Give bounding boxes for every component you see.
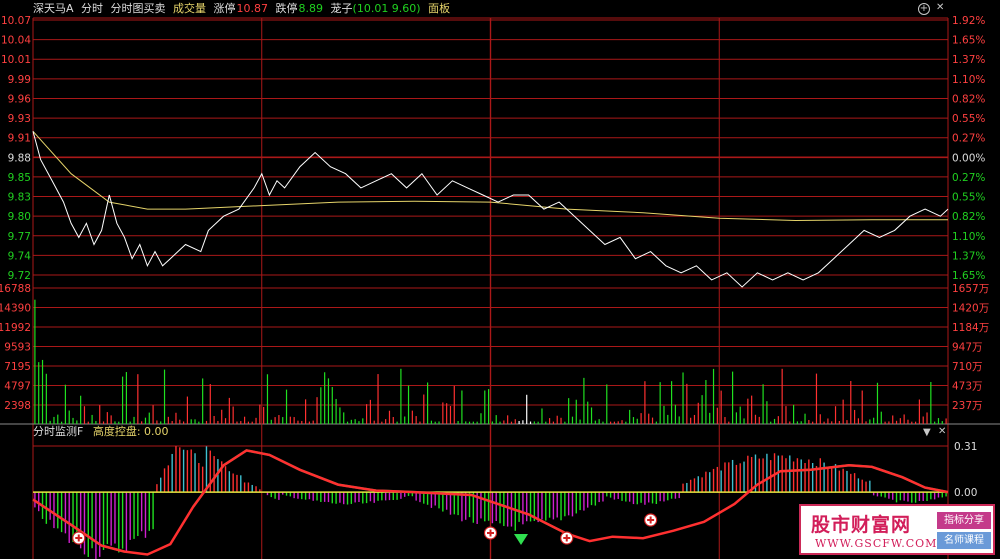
percent-tick-label: 1.65% — [952, 35, 985, 47]
indicator-tick-label: 0.00 — [954, 487, 977, 499]
indicator-param-label: 高度控盘: — [92, 425, 141, 438]
volume-tick-label: 1184万 — [952, 322, 989, 334]
volume-tick-label: 473万 — [952, 381, 983, 393]
volume-tick-label: 14390 — [0, 303, 31, 315]
percent-tick-label: 1.65% — [952, 270, 985, 282]
price-tick-label: 9.99 — [8, 74, 31, 86]
volume-tick-label: 4797 — [4, 381, 31, 393]
volume-tick-label: 7195 — [4, 361, 31, 373]
indicator-name[interactable]: 分时监测F — [33, 425, 84, 438]
watermark-title: 股市财富网 — [811, 514, 912, 536]
buy-signals — [72, 513, 658, 545]
close-icon[interactable]: ✕ — [936, 2, 945, 13]
tab-minute[interactable]: 分时 — [81, 2, 104, 15]
warrant-value: (10.01 9.60) — [352, 2, 421, 15]
chart-grid — [0, 17, 1000, 559]
close-icon[interactable]: ✕ — [938, 426, 947, 437]
price-tick-label: 9.80 — [8, 211, 31, 223]
percent-tick-label: 1.37% — [952, 54, 985, 66]
volume-tick-label: 1420万 — [952, 303, 989, 315]
volume-tick-label: 710万 — [952, 361, 983, 373]
indicator-header: 分时监测F 高度控盘: 0.00 — [33, 425, 169, 439]
percent-tick-label: 0.82% — [952, 93, 985, 105]
percent-tick-label: 0.55% — [952, 113, 985, 125]
sell-signal-icon — [514, 534, 528, 545]
volume-axis-right: 1657万 1420万 1184万 947万 710万 473万 237万 — [952, 283, 989, 412]
percent-tick-label: 1.10% — [952, 231, 985, 243]
volume-bars — [34, 299, 947, 424]
triangle-down-icon[interactable]: ▼ — [923, 427, 931, 438]
stock-name[interactable]: 深天马A — [33, 2, 74, 15]
buy-signal-icon — [483, 526, 498, 540]
volume-axis-left: 16788 14390 11992 9593 7195 4797 2398 — [0, 283, 31, 412]
price-tick-label: 9.74 — [8, 250, 32, 262]
limit-up-label: 涨停 — [213, 2, 236, 15]
volume-tick-label: 237万 — [952, 400, 983, 412]
watermark-badge-course[interactable]: 名师课程 — [937, 532, 991, 549]
average-price-line — [32, 130, 948, 222]
volume-tick-label: 16788 — [0, 283, 31, 295]
watermark-badge-share[interactable]: 指标分享 — [937, 512, 991, 529]
price-tick-label: 9.96 — [8, 93, 32, 105]
indicator-trend-line — [32, 449, 949, 556]
warrant-label: 茏子 — [330, 2, 353, 15]
percent-tick-label: 1.10% — [952, 74, 985, 86]
indicator-param-value: 0.00 — [144, 425, 169, 438]
buy-signal-icon — [72, 531, 86, 545]
percent-tick-label: 0.27% — [952, 172, 985, 184]
watermark-url: WWW.GSCFW.COM — [815, 537, 938, 550]
volume-label: 成交量 — [173, 2, 207, 15]
limit-up-value: 10.87 — [236, 2, 269, 15]
price-tick-label: 10.01 — [1, 54, 31, 66]
percent-tick-label: 1.37% — [952, 250, 985, 262]
price-tick-label: 9.72 — [8, 270, 31, 282]
volume-tick-label: 2398 — [4, 400, 31, 412]
percent-tick-label: 0.00% — [952, 152, 985, 164]
volume-tick-label: 1657万 — [952, 283, 989, 295]
chart-header: 深天马A 分时 分时图买卖 成交量 涨停10.87 跌停8.89 茏子(10.0… — [33, 1, 454, 17]
watermark: 股市财富网 WWW.GSCFW.COM 指标分享 名师课程 — [799, 504, 995, 555]
percent-tick-label: 0.55% — [952, 192, 985, 204]
price-tick-label: 9.85 — [8, 172, 31, 184]
percent-tick-label: 0.27% — [952, 133, 985, 145]
volume-tick-label: 11992 — [0, 322, 31, 334]
indicator-tick-label: 0.31 — [954, 441, 977, 453]
percent-tick-label: 0.82% — [952, 211, 985, 223]
price-tick-label: 9.91 — [8, 133, 31, 145]
limit-down-label: 跌停 — [275, 2, 298, 15]
price-tick-label: 9.88 — [8, 152, 31, 164]
panel-button[interactable]: 面板 — [428, 2, 451, 15]
tab-minute-trades[interactable]: 分时图买卖 — [110, 2, 166, 15]
price-axis-right: 1.92% 1.65% 1.37% 1.10% 0.82% 0.55% 0.27% 0.00%… — [952, 15, 985, 282]
volume-tick-label: 947万 — [952, 342, 983, 354]
price-tick-label: 10.04 — [1, 35, 31, 47]
percent-tick-label: 1.92% — [952, 15, 985, 27]
buy-signal-icon — [644, 513, 658, 527]
indicator-axis-right: 0.31 0.00 — [954, 441, 977, 499]
limit-down-value: 8.89 — [298, 2, 324, 15]
plus-circle-icon[interactable]: + — [918, 3, 930, 15]
price-tick-label: 10.07 — [1, 15, 31, 27]
price-tick-label: 9.83 — [8, 192, 31, 204]
price-line — [32, 131, 949, 288]
buy-signal-icon — [560, 531, 574, 545]
price-axis-left: 10.07 10.04 10.01 9.99 9.96 9.93 9.91 9.88 9.85 9… — [1, 15, 31, 282]
price-tick-label: 9.77 — [8, 231, 31, 243]
price-tick-label: 9.93 — [8, 113, 31, 125]
volume-tick-label: 9593 — [4, 342, 31, 354]
